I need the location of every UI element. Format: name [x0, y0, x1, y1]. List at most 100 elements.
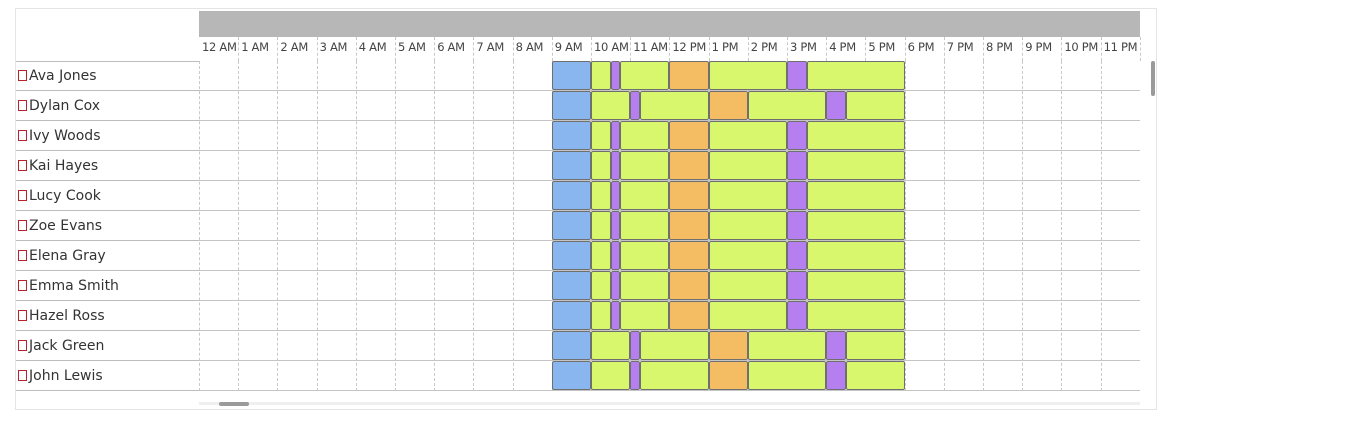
- shift-block-orange[interactable]: [708, 361, 748, 390]
- shift-block-purple[interactable]: [630, 361, 640, 390]
- shift-block-purple[interactable]: [787, 181, 807, 210]
- shift-block-green[interactable]: [591, 181, 611, 210]
- resource-row-label[interactable]: Ivy Woods: [16, 121, 199, 151]
- shift-block-blue[interactable]: [551, 331, 591, 360]
- shift-block-blue[interactable]: [551, 121, 591, 150]
- shift-block-blue[interactable]: [551, 361, 591, 390]
- shift-block-green[interactable]: [747, 331, 827, 360]
- shift-block-green[interactable]: [747, 361, 827, 390]
- shift-block-green[interactable]: [806, 241, 905, 270]
- shift-block-green[interactable]: [845, 331, 905, 360]
- shift-block-green[interactable]: [591, 211, 611, 240]
- horizontal-scrollbar-track[interactable]: [199, 402, 1140, 405]
- shift-block-green[interactable]: [708, 121, 787, 150]
- shift-block-green[interactable]: [620, 241, 670, 270]
- shift-block-green[interactable]: [591, 361, 631, 390]
- shift-block-green[interactable]: [806, 301, 905, 330]
- shift-block-purple[interactable]: [826, 361, 846, 390]
- shift-block-green[interactable]: [591, 331, 631, 360]
- shift-block-purple[interactable]: [826, 91, 846, 120]
- shift-block-purple[interactable]: [610, 241, 621, 270]
- shift-block-green[interactable]: [640, 361, 709, 390]
- shift-block-purple[interactable]: [787, 241, 807, 270]
- shift-block-green[interactable]: [708, 151, 787, 180]
- row-checkbox[interactable]: [18, 160, 27, 171]
- row-checkbox[interactable]: [18, 100, 27, 111]
- shift-block-blue[interactable]: [551, 91, 591, 120]
- resource-row-label[interactable]: Dylan Cox: [16, 91, 199, 121]
- shift-block-green[interactable]: [708, 211, 787, 240]
- shift-block-blue[interactable]: [551, 61, 591, 90]
- shift-block-green[interactable]: [620, 151, 670, 180]
- resource-row-label[interactable]: Lucy Cook: [16, 181, 199, 211]
- shift-block-green[interactable]: [591, 151, 611, 180]
- shift-block-green[interactable]: [845, 91, 905, 120]
- shift-block-blue[interactable]: [551, 271, 591, 300]
- shift-block-orange[interactable]: [669, 271, 709, 300]
- shift-block-green[interactable]: [640, 331, 709, 360]
- resource-row-label[interactable]: Kai Hayes: [16, 151, 199, 181]
- row-checkbox[interactable]: [18, 250, 27, 261]
- shift-block-green[interactable]: [708, 181, 787, 210]
- shift-block-orange[interactable]: [669, 61, 709, 90]
- shift-block-purple[interactable]: [610, 211, 621, 240]
- resource-row-label[interactable]: Hazel Ross: [16, 301, 199, 331]
- row-checkbox[interactable]: [18, 70, 27, 81]
- shift-block-green[interactable]: [845, 361, 905, 390]
- shift-block-orange[interactable]: [669, 211, 709, 240]
- resource-row-label[interactable]: Zoe Evans: [16, 211, 199, 241]
- row-checkbox[interactable]: [18, 130, 27, 141]
- shift-block-purple[interactable]: [787, 211, 807, 240]
- shift-block-purple[interactable]: [610, 271, 621, 300]
- shift-block-orange[interactable]: [669, 121, 709, 150]
- row-checkbox[interactable]: [18, 340, 27, 351]
- shift-block-green[interactable]: [620, 211, 670, 240]
- shift-block-green[interactable]: [708, 241, 787, 270]
- shift-block-green[interactable]: [708, 301, 787, 330]
- shift-block-orange[interactable]: [669, 181, 709, 210]
- shift-block-orange[interactable]: [669, 151, 709, 180]
- shift-block-blue[interactable]: [551, 211, 591, 240]
- shift-block-green[interactable]: [591, 301, 611, 330]
- shift-block-blue[interactable]: [551, 151, 591, 180]
- shift-block-blue[interactable]: [551, 241, 591, 270]
- shift-block-green[interactable]: [708, 271, 787, 300]
- shift-block-green[interactable]: [591, 61, 611, 90]
- shift-block-green[interactable]: [806, 211, 905, 240]
- shift-block-purple[interactable]: [610, 121, 621, 150]
- shift-block-purple[interactable]: [610, 61, 621, 90]
- shift-block-green[interactable]: [620, 301, 670, 330]
- shift-block-green[interactable]: [806, 61, 905, 90]
- shift-block-green[interactable]: [806, 181, 905, 210]
- shift-block-green[interactable]: [620, 181, 670, 210]
- shift-block-orange[interactable]: [708, 331, 748, 360]
- shift-block-green[interactable]: [591, 241, 611, 270]
- resource-row-label[interactable]: Emma Smith: [16, 271, 199, 301]
- shift-block-orange[interactable]: [669, 241, 709, 270]
- shift-block-purple[interactable]: [787, 271, 807, 300]
- resource-row-label[interactable]: Ava Jones: [16, 61, 199, 91]
- shift-block-green[interactable]: [747, 91, 827, 120]
- shift-block-purple[interactable]: [610, 151, 621, 180]
- horizontal-scrollbar-thumb[interactable]: [219, 402, 249, 406]
- shift-block-blue[interactable]: [551, 181, 591, 210]
- shift-block-orange[interactable]: [669, 301, 709, 330]
- shift-block-green[interactable]: [806, 271, 905, 300]
- shift-block-purple[interactable]: [610, 301, 621, 330]
- shift-block-purple[interactable]: [787, 151, 807, 180]
- shift-block-green[interactable]: [591, 271, 611, 300]
- shift-block-green[interactable]: [640, 91, 709, 120]
- shift-block-green[interactable]: [620, 271, 670, 300]
- resource-row-label[interactable]: Elena Gray: [16, 241, 199, 271]
- shift-block-purple[interactable]: [630, 91, 640, 120]
- shift-block-purple[interactable]: [630, 331, 640, 360]
- shift-block-green[interactable]: [591, 121, 611, 150]
- shift-block-green[interactable]: [806, 151, 905, 180]
- shift-block-green[interactable]: [708, 61, 787, 90]
- shift-block-blue[interactable]: [551, 301, 591, 330]
- resource-row-label[interactable]: Jack Green: [16, 331, 199, 361]
- shift-block-purple[interactable]: [610, 181, 621, 210]
- shift-block-green[interactable]: [806, 121, 905, 150]
- resource-row-label[interactable]: John Lewis: [16, 361, 199, 391]
- row-checkbox[interactable]: [18, 370, 27, 381]
